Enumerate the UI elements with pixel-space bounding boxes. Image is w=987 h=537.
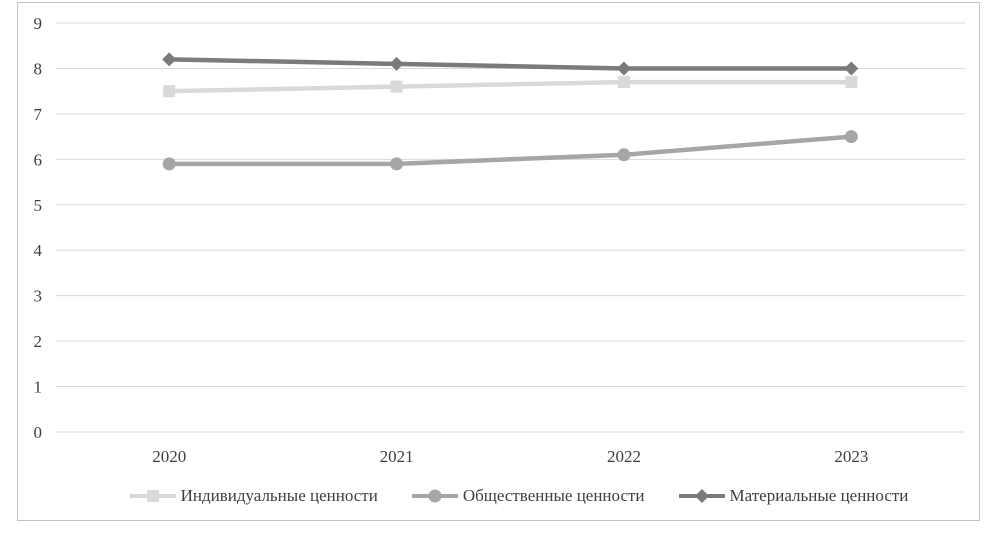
y-axis-tick-label: 0: [34, 423, 43, 442]
legend-marker-icon: [678, 489, 725, 503]
data-point-marker: [617, 76, 630, 89]
data-point-marker: [845, 76, 858, 89]
chart-legend: Индивидуальные ценности Общественные ценн…: [18, 486, 979, 506]
y-axis-tick-label: 9: [34, 14, 43, 33]
series-line: [166, 134, 854, 167]
data-point-marker: [389, 56, 404, 71]
legend-item: Индивидуальные ценности: [129, 486, 378, 506]
legend-item: Общественные ценности: [411, 486, 645, 506]
y-axis-tick-label: 3: [34, 287, 43, 306]
y-axis-tick-label: 1: [34, 378, 43, 397]
x-axis-tick-label: 2023: [834, 447, 868, 466]
x-axis-tick-label: 2020: [152, 447, 186, 466]
legend-item: Материальные ценности: [678, 486, 909, 506]
data-point-marker: [390, 80, 403, 93]
data-point-marker: [844, 130, 858, 144]
data-point-marker: [162, 157, 176, 171]
y-axis-tick-label: 2: [34, 332, 43, 351]
y-axis-tick-label: 5: [34, 196, 43, 215]
series-line: [166, 79, 854, 94]
y-axis-tick-label: 4: [34, 241, 43, 260]
y-axis-tick-label: 8: [34, 59, 43, 78]
data-point-marker: [163, 85, 176, 98]
series-line: [166, 57, 854, 71]
legend-label: Материальные ценности: [729, 486, 909, 505]
x-axis-tick-label: 2021: [380, 447, 414, 466]
legend-label: Индивидуальные ценности: [180, 486, 378, 505]
legend-label: Общественные ценности: [462, 486, 645, 505]
y-axis-tick-label: 7: [34, 105, 43, 124]
data-point-marker: [844, 61, 859, 76]
data-point-marker: [617, 148, 631, 162]
data-point-marker: [162, 52, 177, 67]
legend-marker-icon: [129, 490, 176, 502]
data-point-marker: [390, 157, 404, 171]
data-point-marker: [616, 61, 631, 76]
x-axis-tick-label: 2022: [607, 447, 641, 466]
legend-marker-icon: [411, 489, 458, 503]
y-axis-tick-label: 6: [34, 150, 43, 169]
chart-frame: [17, 2, 980, 521]
